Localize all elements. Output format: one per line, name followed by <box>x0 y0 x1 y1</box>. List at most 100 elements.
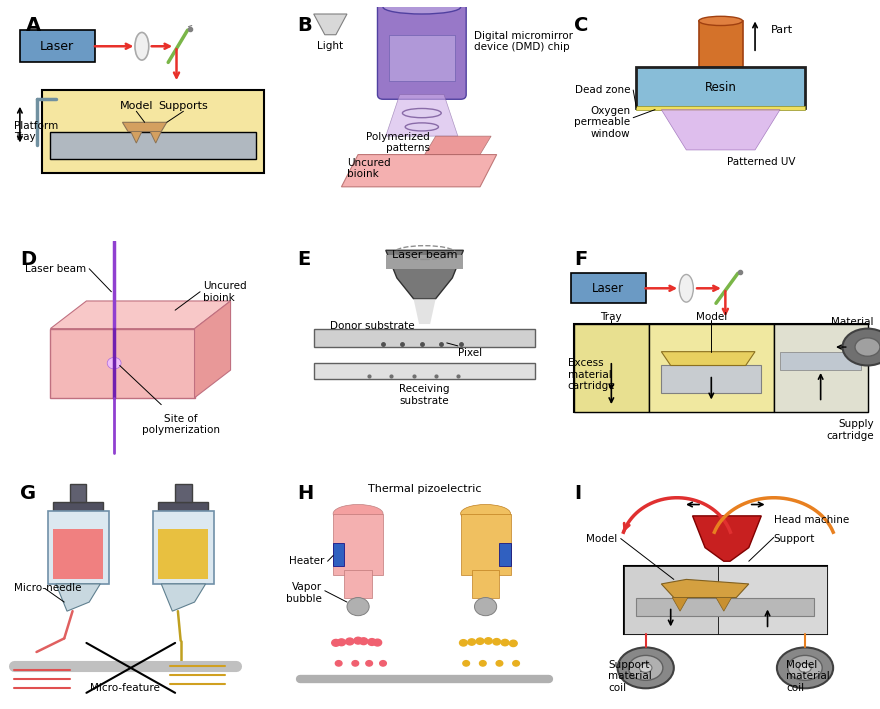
Polygon shape <box>122 122 167 132</box>
Bar <box>636 67 805 108</box>
Text: Digital micromirror
device (DMD) chip: Digital micromirror device (DMD) chip <box>474 31 574 52</box>
Text: Excess
material
cartridge: Excess material cartridge <box>568 358 615 391</box>
Bar <box>70 484 86 502</box>
Text: Model: Model <box>586 534 618 544</box>
Polygon shape <box>716 598 731 611</box>
Bar <box>344 570 372 598</box>
Polygon shape <box>341 155 496 187</box>
Circle shape <box>468 639 475 645</box>
Text: Model
material
coil: Model material coil <box>787 659 830 693</box>
Text: Donor substrate: Donor substrate <box>330 321 415 331</box>
Ellipse shape <box>405 123 438 131</box>
Bar <box>158 502 209 516</box>
FancyBboxPatch shape <box>20 30 95 62</box>
Text: Oxygen
permeable
window: Oxygen permeable window <box>574 106 630 139</box>
Text: Part: Part <box>771 25 793 35</box>
Ellipse shape <box>334 505 383 523</box>
Text: Resin: Resin <box>705 82 737 94</box>
Text: C: C <box>574 16 588 35</box>
Polygon shape <box>672 598 688 611</box>
Text: Laser beam: Laser beam <box>392 250 458 260</box>
Text: Uncured
bioink: Uncured bioink <box>347 157 391 179</box>
Circle shape <box>352 661 359 666</box>
Circle shape <box>379 661 386 666</box>
Polygon shape <box>194 301 231 398</box>
Bar <box>389 35 455 81</box>
Circle shape <box>347 598 370 615</box>
Text: Light: Light <box>318 41 343 51</box>
Polygon shape <box>50 301 231 328</box>
Text: Head machine: Head machine <box>774 515 849 525</box>
Ellipse shape <box>679 274 693 302</box>
Text: Receiving
substrate: Receiving substrate <box>400 384 450 406</box>
Bar <box>460 513 510 575</box>
Bar <box>574 324 868 411</box>
Bar <box>48 511 108 584</box>
Circle shape <box>346 638 354 645</box>
Circle shape <box>359 638 368 644</box>
Circle shape <box>799 664 811 672</box>
Polygon shape <box>385 250 464 298</box>
Bar <box>153 511 214 584</box>
Text: Patterned UV: Patterned UV <box>727 157 796 167</box>
Circle shape <box>855 338 880 356</box>
Circle shape <box>474 598 496 615</box>
Text: Model: Model <box>120 101 153 111</box>
Bar <box>636 598 814 615</box>
Polygon shape <box>314 14 347 35</box>
Text: F: F <box>574 250 587 269</box>
Text: Laser: Laser <box>592 281 624 295</box>
Text: Tray: Tray <box>600 312 622 322</box>
Bar <box>574 324 649 411</box>
Bar <box>500 543 510 566</box>
Text: Dead zone: Dead zone <box>575 85 630 95</box>
Polygon shape <box>424 136 491 155</box>
Bar <box>334 513 383 575</box>
Text: D: D <box>20 250 36 269</box>
Text: Site of
polymerization: Site of polymerization <box>142 414 220 435</box>
Bar <box>780 352 862 370</box>
Text: Platform
Tray: Platform Tray <box>14 121 59 143</box>
Polygon shape <box>131 132 142 143</box>
Circle shape <box>368 639 376 645</box>
Circle shape <box>618 647 674 688</box>
Circle shape <box>480 661 486 666</box>
Bar <box>53 530 103 579</box>
Circle shape <box>510 640 517 647</box>
Text: E: E <box>297 250 311 269</box>
Polygon shape <box>385 95 458 136</box>
Circle shape <box>476 638 484 644</box>
Polygon shape <box>662 352 755 366</box>
Bar <box>334 543 344 566</box>
Text: H: H <box>297 484 313 503</box>
Bar <box>50 132 255 159</box>
Ellipse shape <box>383 0 460 14</box>
Text: Laser beam: Laser beam <box>26 264 86 274</box>
Bar <box>158 530 209 579</box>
Circle shape <box>373 639 382 646</box>
Text: Support
material
coil: Support material coil <box>608 659 652 693</box>
Text: Uncured
bioink: Uncured bioink <box>203 281 246 303</box>
Bar <box>314 329 535 347</box>
Text: Thermal pizoelectric: Thermal pizoelectric <box>368 484 481 494</box>
FancyBboxPatch shape <box>571 274 646 303</box>
Bar <box>50 329 194 398</box>
Text: G: G <box>20 484 36 503</box>
Text: Material: Material <box>832 317 874 327</box>
Bar <box>717 566 827 634</box>
Text: Micro-needle: Micro-needle <box>14 584 82 593</box>
Bar <box>472 570 500 598</box>
Circle shape <box>366 661 372 666</box>
Text: Pixel: Pixel <box>458 348 482 358</box>
Circle shape <box>777 647 833 688</box>
Bar <box>662 366 761 393</box>
Ellipse shape <box>135 33 149 60</box>
Circle shape <box>463 661 470 666</box>
Text: Micro-feature: Micro-feature <box>91 683 160 693</box>
Bar <box>175 484 192 502</box>
Circle shape <box>335 661 342 666</box>
Ellipse shape <box>402 108 441 118</box>
Text: Laser: Laser <box>40 40 75 52</box>
Circle shape <box>496 661 502 666</box>
Text: I: I <box>574 484 581 503</box>
